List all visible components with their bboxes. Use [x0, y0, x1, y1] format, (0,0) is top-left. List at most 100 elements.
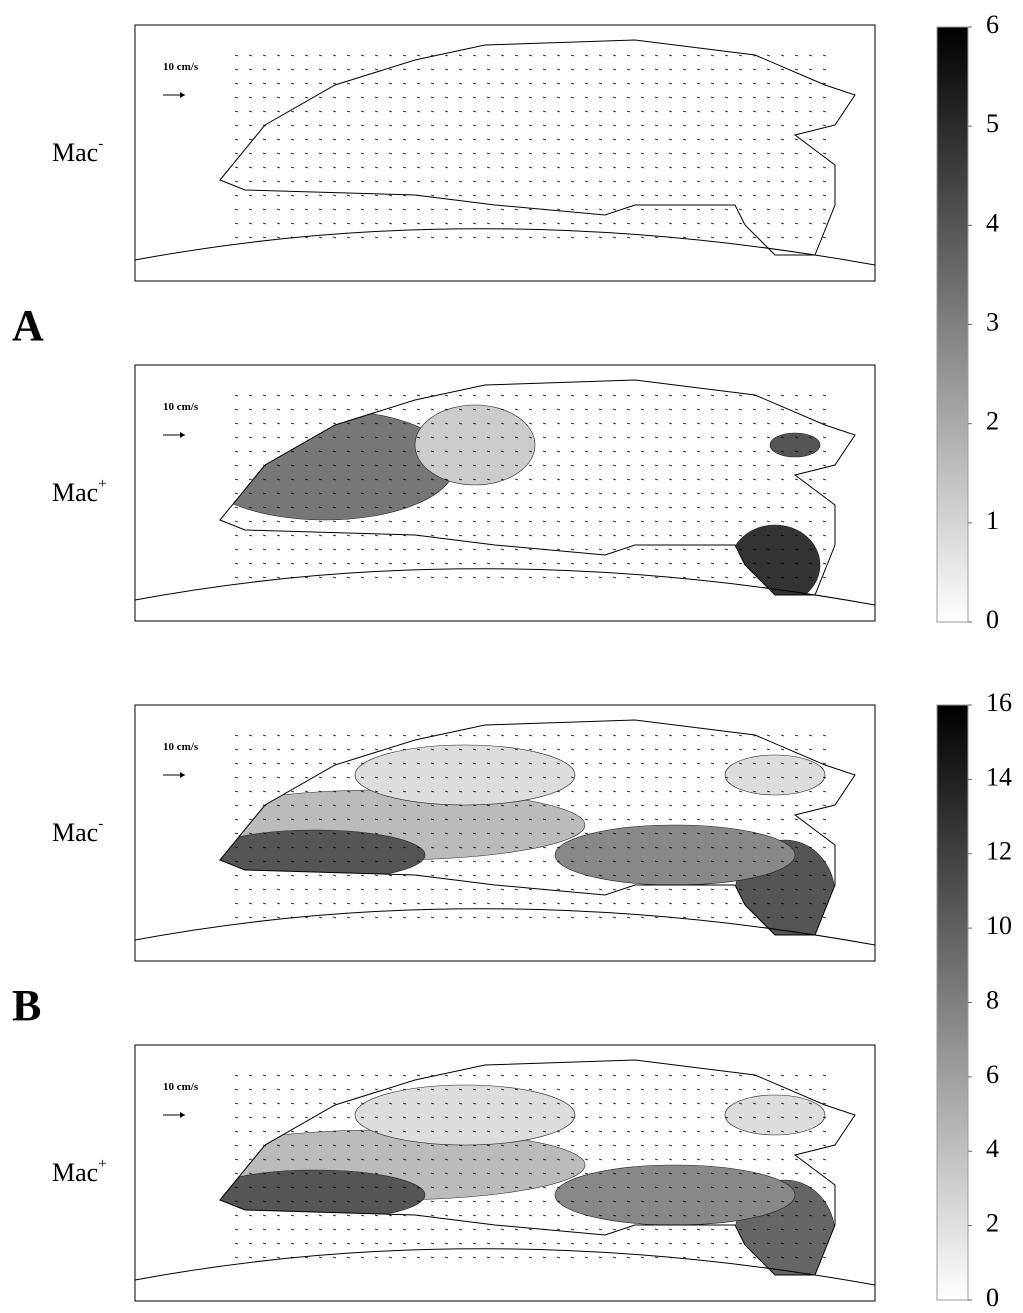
vector — [234, 818, 239, 821]
vector — [542, 548, 547, 551]
vector — [696, 576, 701, 579]
vector — [696, 762, 701, 765]
vector — [430, 180, 435, 183]
vector — [346, 520, 351, 523]
vector — [402, 762, 407, 765]
vector — [458, 520, 463, 523]
vector — [430, 450, 435, 453]
vector — [556, 888, 561, 891]
vector — [416, 464, 421, 467]
vector — [528, 534, 533, 537]
vector — [668, 1228, 673, 1231]
panel-superscript: - — [98, 816, 103, 832]
vector — [388, 436, 393, 439]
vector — [710, 436, 715, 439]
vector — [332, 818, 337, 821]
vector — [402, 68, 407, 71]
vector — [262, 408, 267, 411]
vector — [766, 1228, 771, 1231]
vector — [458, 394, 463, 397]
vector — [332, 916, 337, 919]
vector — [514, 1228, 519, 1231]
vector — [374, 748, 379, 751]
vector — [724, 1102, 729, 1105]
vector — [458, 1172, 463, 1175]
vector — [794, 1088, 799, 1091]
vector — [402, 776, 407, 779]
vector — [374, 804, 379, 807]
vector — [500, 748, 505, 751]
vector — [780, 548, 785, 551]
vector — [458, 408, 463, 411]
vector — [276, 1130, 281, 1133]
vector — [766, 124, 771, 127]
vector — [234, 1228, 239, 1231]
vector — [696, 1102, 701, 1105]
vector — [430, 1130, 435, 1133]
vector — [514, 548, 519, 551]
vector — [346, 734, 351, 737]
vector — [346, 1186, 351, 1189]
vector — [598, 874, 603, 877]
vector — [388, 846, 393, 849]
vector — [276, 236, 281, 239]
vector — [430, 548, 435, 551]
vector — [388, 180, 393, 183]
vector — [696, 748, 701, 751]
vector — [556, 194, 561, 197]
vector — [290, 166, 295, 169]
vector — [444, 562, 449, 565]
vector — [542, 436, 547, 439]
vector — [766, 818, 771, 821]
vector — [794, 1102, 799, 1105]
vector — [528, 562, 533, 565]
vector — [598, 1172, 603, 1175]
vector — [318, 124, 323, 127]
vector — [444, 166, 449, 169]
vector — [738, 562, 743, 565]
vector — [626, 734, 631, 737]
vector — [234, 1144, 239, 1147]
vector — [542, 110, 547, 113]
vector — [444, 96, 449, 99]
vector — [500, 180, 505, 183]
vector — [626, 548, 631, 551]
vector — [430, 110, 435, 113]
vector — [332, 520, 337, 523]
vector — [780, 1116, 785, 1119]
vector — [724, 776, 729, 779]
vector — [234, 804, 239, 807]
vector — [332, 422, 337, 425]
vector — [766, 138, 771, 141]
vector — [528, 1074, 533, 1077]
vector — [416, 222, 421, 225]
vector — [640, 68, 645, 71]
vector — [528, 818, 533, 821]
vector — [668, 166, 673, 169]
vector — [808, 916, 813, 919]
vector — [766, 776, 771, 779]
panel-superscript: + — [98, 476, 106, 492]
vector — [556, 478, 561, 481]
vector — [486, 832, 491, 835]
scale-label: 10 cm/s — [163, 401, 199, 413]
vector — [724, 138, 729, 141]
vector — [710, 804, 715, 807]
vector — [290, 888, 295, 891]
vector — [444, 138, 449, 141]
vector — [416, 1200, 421, 1203]
vector — [444, 1256, 449, 1259]
vector — [738, 762, 743, 765]
vector — [542, 1116, 547, 1119]
vector — [556, 124, 561, 127]
vector — [654, 1242, 659, 1245]
vector — [570, 1242, 575, 1245]
vector — [724, 152, 729, 155]
vector — [752, 520, 757, 523]
vector — [528, 110, 533, 113]
vector — [276, 1088, 281, 1091]
vector — [304, 464, 309, 467]
vector — [752, 888, 757, 891]
vector — [430, 1200, 435, 1203]
vector — [626, 1256, 631, 1259]
